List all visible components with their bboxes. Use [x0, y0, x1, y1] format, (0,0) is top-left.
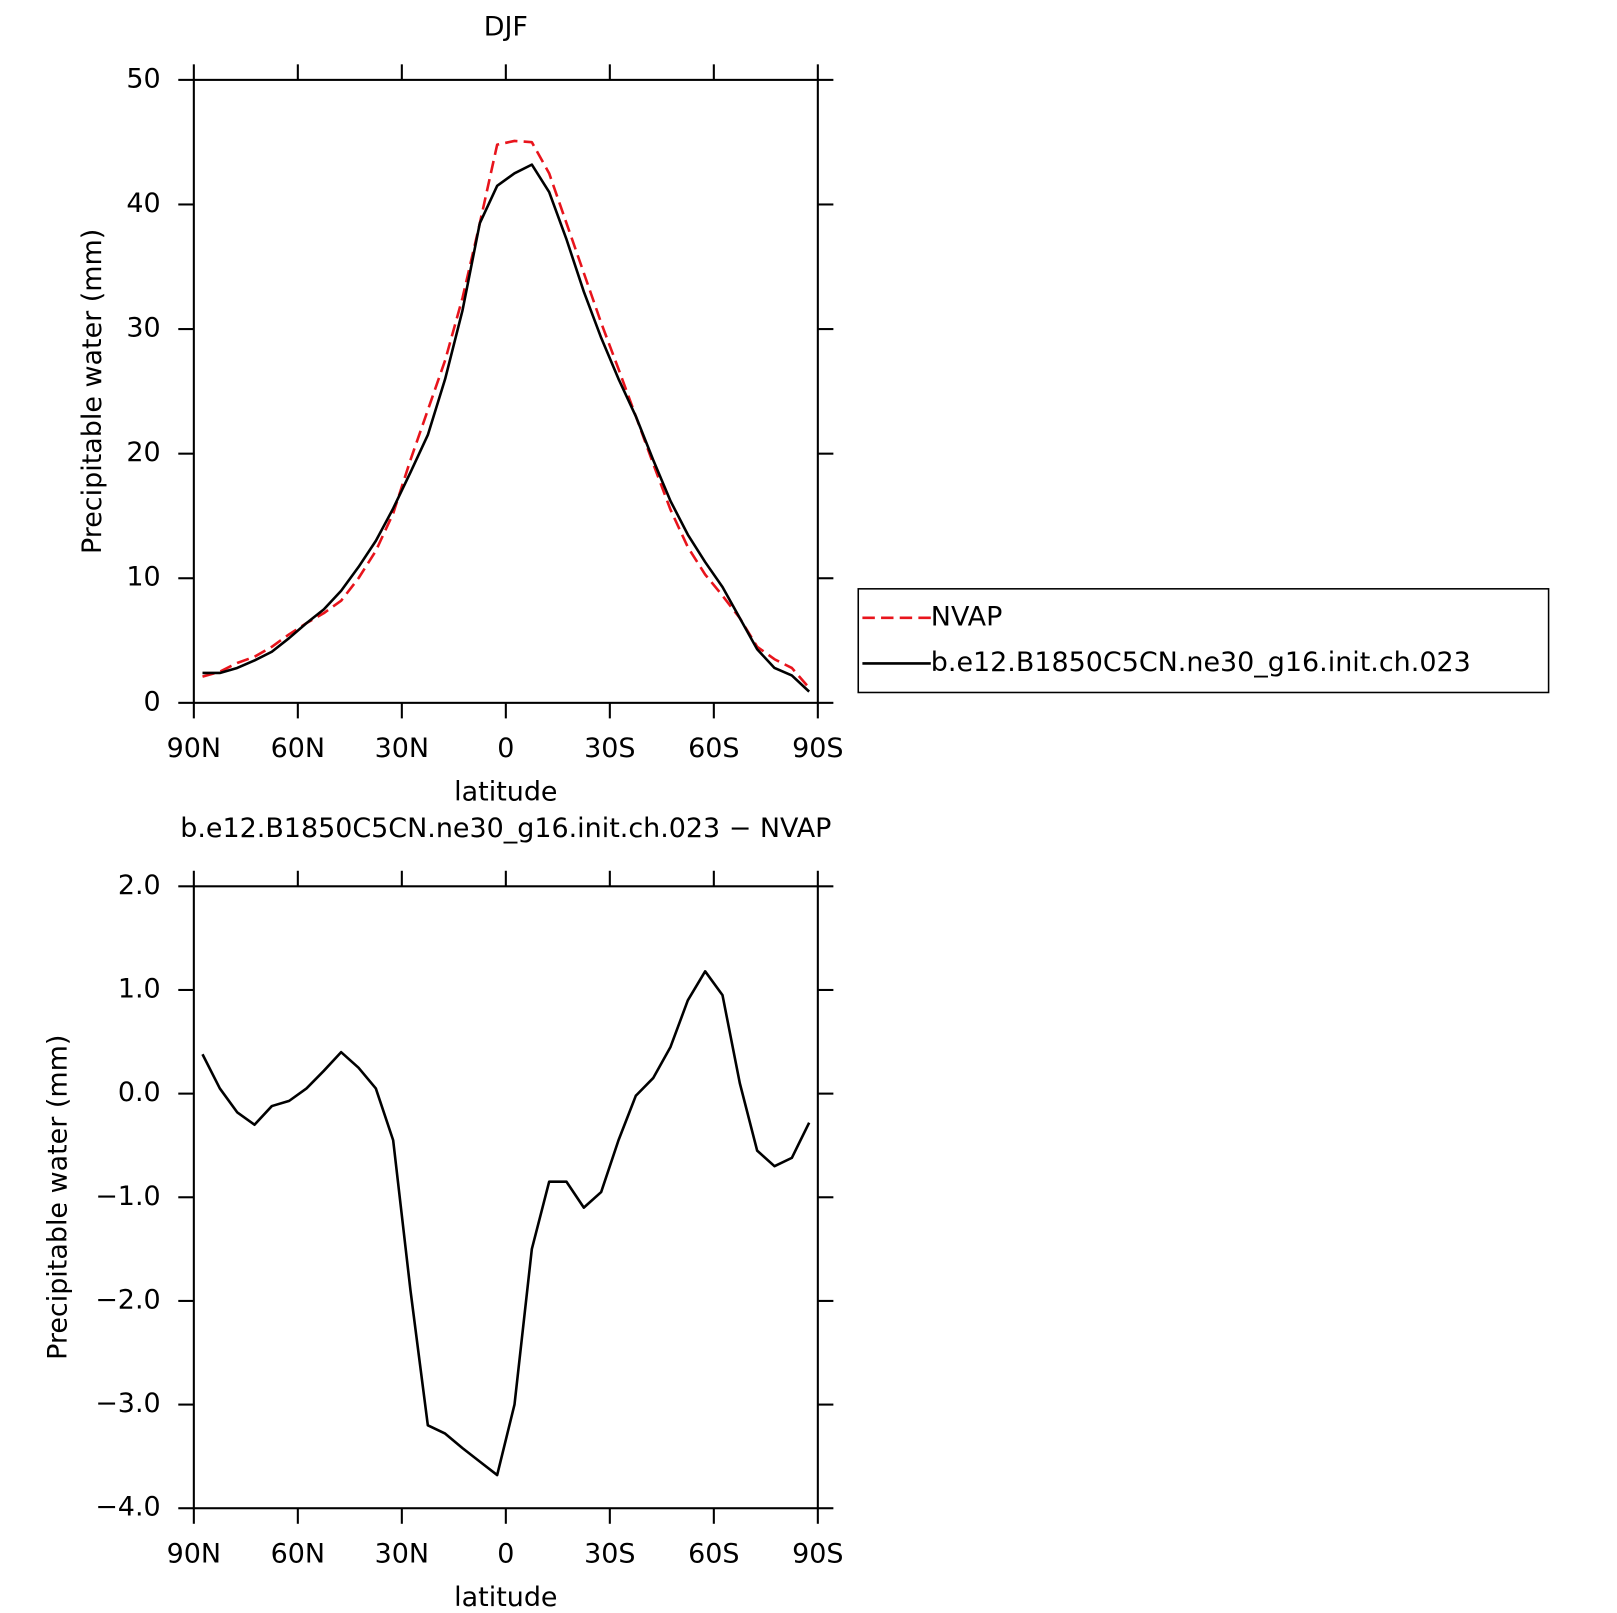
- y-tick-label: −1.0: [95, 1181, 160, 1212]
- data-line: [202, 139, 811, 689]
- y-tick-label: 2.0: [118, 870, 161, 901]
- x-tick-label: 0: [497, 733, 514, 764]
- x-tick-label: 90S: [792, 1538, 843, 1569]
- y-tick-label: 50: [126, 63, 160, 94]
- y-tick-label: −4.0: [95, 1492, 160, 1523]
- legend-label: b.e12.B1850C5CN.ne30_g16.init.ch.023: [931, 647, 1471, 678]
- x-tick-label: 0: [497, 1538, 514, 1569]
- chart-title: b.e12.B1850C5CN.ne30_g16.init.ch.023 − N…: [180, 813, 831, 844]
- plot-frame: [192, 885, 819, 1510]
- y-axis-label: Precipitable water (mm): [77, 229, 108, 554]
- x-tick-label: 60S: [688, 1538, 739, 1569]
- data-line: [201, 970, 811, 1477]
- data-line: [202, 163, 811, 693]
- y-tick-label: 40: [126, 188, 160, 219]
- y-tick-label: 1.0: [118, 973, 161, 1004]
- x-tick-label: 60N: [271, 733, 325, 764]
- x-tick-label: 30S: [584, 733, 635, 764]
- x-axis-label: latitude: [454, 1582, 557, 1613]
- y-tick-label: 30: [126, 313, 160, 344]
- x-tick-label: 90N: [167, 1538, 221, 1569]
- x-tick-label: 30N: [375, 1538, 429, 1569]
- y-tick-label: 0: [144, 686, 161, 717]
- x-axis-label: latitude: [454, 777, 557, 808]
- y-tick-label: 0.0: [118, 1077, 161, 1108]
- y-tick-label: 20: [126, 437, 160, 468]
- x-tick-label: 60N: [271, 1538, 325, 1569]
- chart-title: DJF: [484, 12, 528, 43]
- x-tick-label: 90N: [167, 733, 221, 764]
- plot-frame: [192, 78, 819, 704]
- legend-label: NVAP: [931, 601, 1003, 632]
- x-tick-label: 30N: [375, 733, 429, 764]
- legend-box: [857, 588, 1550, 694]
- y-tick-label: −3.0: [95, 1388, 160, 1419]
- x-tick-label: 60S: [688, 733, 739, 764]
- y-tick-label: 10: [126, 562, 160, 593]
- y-tick-label: −2.0: [95, 1284, 160, 1315]
- x-tick-label: 30S: [584, 1538, 635, 1569]
- x-tick-label: 90S: [792, 733, 843, 764]
- y-axis-label: Precipitable water (mm): [43, 1035, 74, 1360]
